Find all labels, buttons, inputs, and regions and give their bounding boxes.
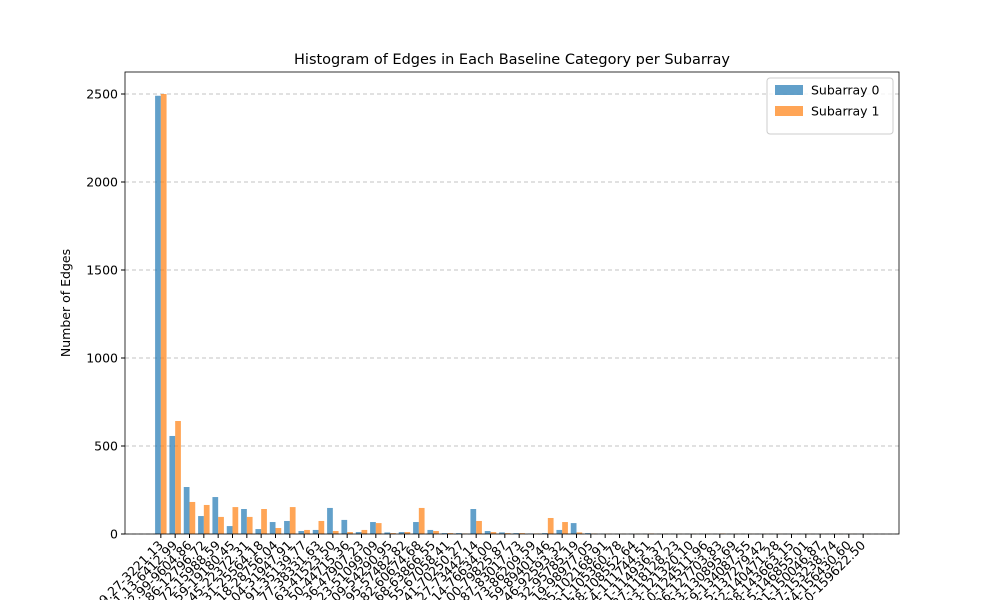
bar: [298, 531, 305, 534]
bar: [384, 532, 391, 534]
bar: [183, 487, 190, 534]
y-axis-label: Number of Edges: [58, 249, 73, 357]
bar: [232, 507, 239, 534]
bar: [375, 523, 382, 534]
bar: [390, 533, 396, 534]
bar: [218, 516, 224, 534]
bar: [241, 509, 247, 534]
plot-frame: [124, 71, 900, 535]
bar: [312, 529, 319, 534]
bar: [504, 533, 511, 534]
bar: [585, 533, 591, 534]
bar: [470, 509, 477, 534]
y-tick-label: 2000: [86, 175, 118, 190]
bar: [476, 520, 482, 534]
bar: [447, 533, 454, 534]
bar: [289, 507, 296, 534]
bar: [255, 529, 262, 534]
bar: [212, 497, 219, 534]
bar: [441, 533, 448, 534]
bar: [226, 526, 233, 534]
y-tick-label: 1000: [86, 351, 118, 366]
bar: [275, 528, 282, 534]
bar: [347, 532, 353, 534]
bar: [198, 516, 204, 534]
bar: [413, 522, 419, 534]
bar: [203, 504, 210, 534]
bar: [433, 531, 439, 534]
legend-label: Subarray 1: [811, 104, 880, 119]
bar: [513, 533, 520, 534]
chart-title: Histogram of Edges in Each Baseline Cate…: [294, 52, 730, 68]
y-tick-label: 2500: [86, 87, 118, 102]
bar: [562, 522, 568, 534]
y-tick-label: 500: [94, 439, 118, 454]
bar: [361, 529, 368, 534]
bar: [519, 533, 525, 534]
bar: [427, 529, 434, 534]
bar: [189, 501, 196, 534]
bar: [318, 520, 325, 534]
bar: [269, 522, 276, 534]
legend-swatch: [775, 106, 803, 116]
bar: [547, 517, 554, 534]
bar: [327, 507, 333, 534]
bar: [418, 507, 425, 534]
bar: [284, 520, 290, 534]
bar: [304, 529, 310, 534]
bar: [542, 533, 548, 534]
bar: [355, 532, 362, 534]
bar: [490, 532, 497, 534]
y-tick-label: 0: [110, 527, 118, 542]
bar: [332, 531, 339, 534]
bar: [499, 532, 505, 534]
y-tick-label: 1500: [86, 263, 118, 278]
bar: [370, 522, 376, 534]
bar: [556, 529, 563, 534]
bar: [155, 95, 161, 534]
bar: [160, 94, 167, 534]
bar: [261, 509, 267, 534]
legend-swatch: [775, 85, 803, 95]
bar: [246, 516, 253, 534]
bar: [175, 421, 181, 534]
bar: [398, 532, 405, 534]
bar: [341, 519, 348, 534]
bar: [576, 532, 583, 534]
bar: [169, 435, 176, 534]
bar: [484, 531, 491, 534]
bar: [456, 533, 462, 534]
bar: [570, 523, 577, 534]
bar: [404, 532, 411, 534]
legend-label: Subarray 0: [811, 83, 880, 98]
